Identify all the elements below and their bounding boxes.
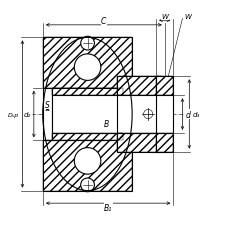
- Bar: [43, 38, 132, 88]
- Bar: [117, 133, 160, 152]
- Bar: [52, 95, 123, 134]
- Text: W: W: [161, 14, 167, 20]
- Bar: [155, 133, 172, 152]
- Circle shape: [74, 148, 100, 174]
- Text: d₃: d₃: [192, 112, 199, 117]
- Text: d₂: d₂: [24, 112, 31, 117]
- Text: B: B: [103, 120, 109, 128]
- Bar: [155, 77, 172, 96]
- Bar: [123, 88, 132, 141]
- Bar: [117, 77, 160, 96]
- Circle shape: [80, 37, 94, 51]
- Circle shape: [80, 178, 94, 192]
- Bar: [155, 133, 172, 152]
- Text: B₁: B₁: [104, 203, 112, 212]
- Text: C: C: [101, 17, 106, 26]
- Text: S: S: [45, 101, 50, 109]
- Bar: [43, 141, 132, 191]
- Bar: [43, 38, 132, 88]
- Bar: [43, 88, 52, 141]
- Bar: [155, 96, 172, 133]
- Text: Dₛp: Dₛp: [8, 112, 19, 117]
- Bar: [117, 77, 160, 96]
- Circle shape: [74, 55, 100, 81]
- Ellipse shape: [43, 38, 132, 191]
- Bar: [52, 88, 123, 95]
- Bar: [52, 88, 123, 95]
- Bar: [155, 77, 172, 96]
- Bar: [117, 96, 160, 133]
- Bar: [43, 141, 132, 191]
- Text: d: d: [185, 110, 190, 119]
- Text: W: W: [184, 14, 191, 20]
- Bar: [52, 134, 123, 141]
- Bar: [117, 133, 160, 152]
- Bar: [52, 134, 123, 141]
